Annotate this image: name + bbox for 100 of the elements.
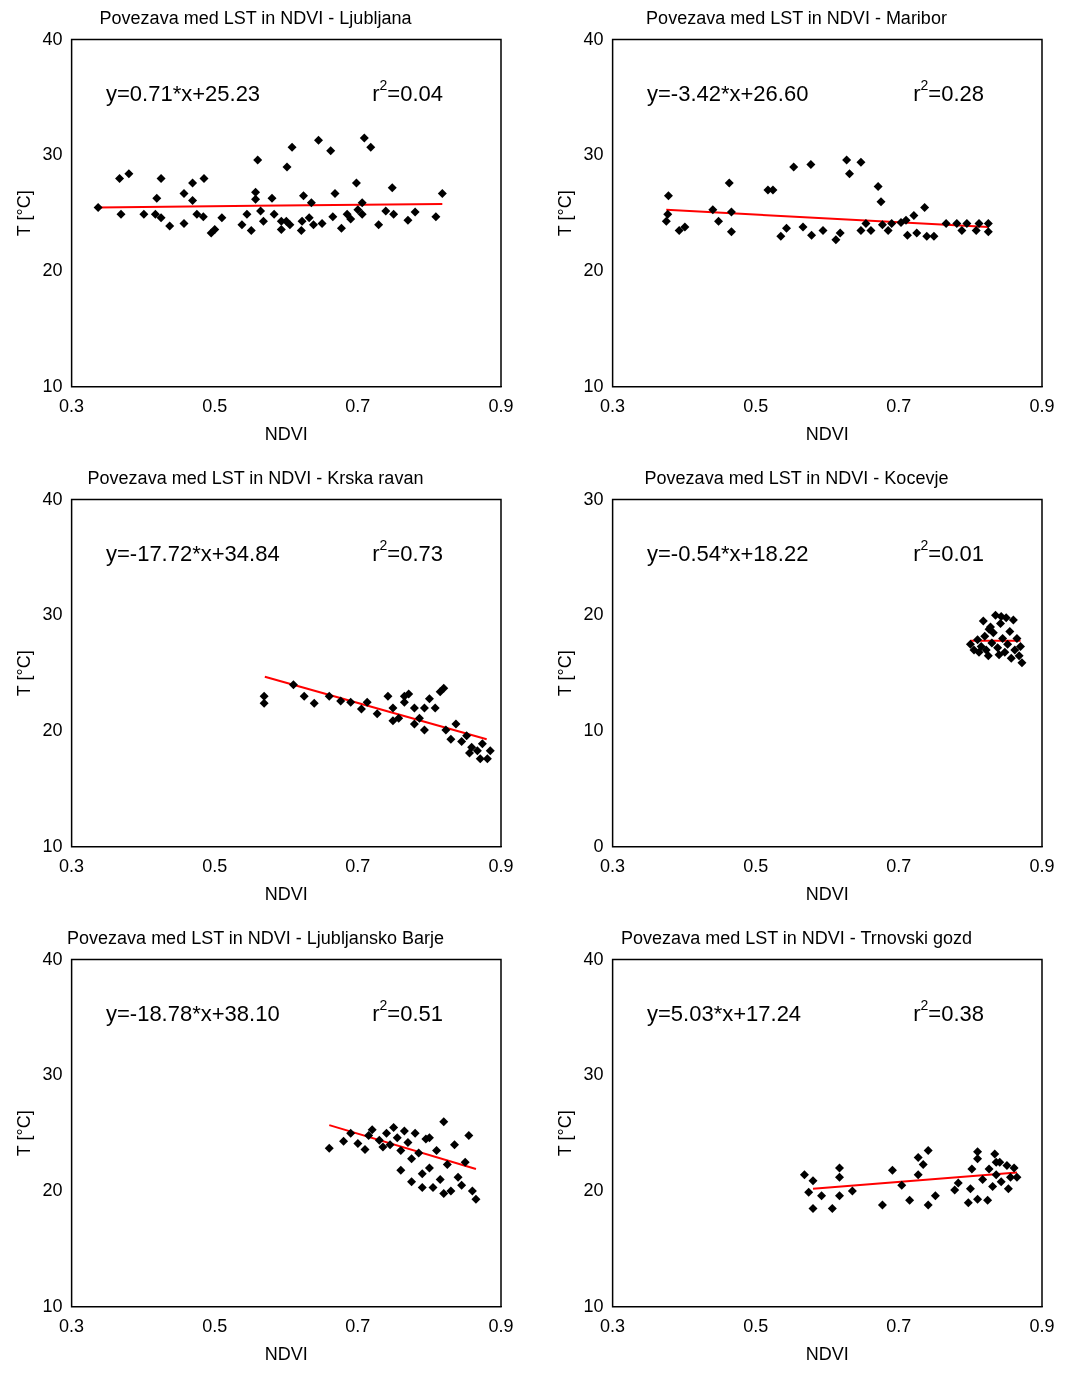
- chart-title: Povezava med LST in NDVI - Trnovski gozd: [621, 927, 972, 948]
- point: [299, 691, 309, 701]
- point: [339, 1136, 349, 1146]
- point: [382, 1128, 391, 1138]
- point: [439, 1117, 449, 1127]
- x-tick-label: 0.9: [1029, 395, 1055, 416]
- point: [360, 1144, 370, 1154]
- x-axis-title: NDVI: [264, 884, 308, 905]
- point: [417, 1183, 427, 1193]
- point: [962, 219, 972, 229]
- x-tick-label: 0.3: [600, 395, 626, 416]
- point: [902, 230, 912, 240]
- chart-title: Povezava med LST in NDVI - Kocevje: [644, 467, 949, 488]
- point: [464, 1131, 474, 1141]
- point: [1006, 653, 1016, 663]
- x-tick-label: 0.5: [743, 1315, 769, 1336]
- x-axis-title: NDVI: [805, 1344, 849, 1365]
- point: [394, 713, 404, 723]
- point: [923, 1146, 933, 1156]
- point: [952, 219, 962, 229]
- point: [471, 1194, 481, 1204]
- y-axis-title: T [°C]: [554, 190, 575, 237]
- x-tick-label: 0.3: [600, 1315, 626, 1336]
- point: [388, 716, 398, 726]
- x-tick-label: 0.7: [345, 395, 371, 416]
- point: [419, 703, 429, 713]
- y-tick-label: 0: [593, 835, 604, 856]
- point: [432, 1146, 442, 1156]
- point: [1016, 642, 1026, 652]
- point: [804, 1187, 814, 1197]
- point: [799, 1170, 809, 1180]
- point: [364, 1131, 374, 1141]
- point: [920, 202, 930, 212]
- point: [842, 155, 852, 165]
- point: [887, 1165, 897, 1175]
- point: [983, 219, 993, 229]
- point: [475, 754, 485, 764]
- point: [356, 704, 366, 714]
- point: [482, 754, 492, 764]
- point: [941, 219, 951, 229]
- x-tick-label: 0.7: [886, 1315, 912, 1336]
- point: [383, 691, 393, 701]
- point: [1014, 651, 1024, 661]
- point: [367, 1125, 377, 1135]
- point: [835, 228, 845, 238]
- point: [424, 694, 434, 704]
- annotation: y=-3.42*x+26.60: [646, 81, 809, 107]
- point: [998, 633, 1008, 643]
- point: [439, 1188, 449, 1198]
- point: [877, 1200, 887, 1210]
- point: [922, 231, 932, 241]
- point: [993, 643, 1003, 653]
- point: [967, 1164, 977, 1174]
- x-axis-title: NDVI: [264, 424, 308, 445]
- point: [442, 1159, 452, 1169]
- point: [1012, 633, 1022, 643]
- x-tick-label: 0.5: [743, 855, 769, 876]
- point: [1002, 1161, 1012, 1171]
- y-tick-label: 20: [583, 604, 604, 625]
- point: [389, 1122, 399, 1132]
- point: [407, 1154, 417, 1164]
- y-axis-title: T [°C]: [554, 650, 575, 697]
- y-tick-label: 20: [583, 260, 604, 281]
- point: [929, 231, 939, 241]
- y-tick-label: 30: [583, 1064, 604, 1085]
- point: [309, 698, 319, 708]
- x-tick-label: 0.9: [488, 395, 514, 416]
- point: [980, 631, 990, 641]
- point: [950, 1185, 960, 1195]
- y-tick-label: 10: [42, 375, 63, 396]
- point: [714, 216, 724, 226]
- point: [1009, 1163, 1019, 1173]
- point: [834, 1172, 844, 1182]
- x-tick-label: 0.5: [743, 395, 769, 416]
- point: [336, 696, 346, 706]
- point: [465, 748, 475, 758]
- point: [1017, 658, 1027, 668]
- x-tick-label: 0.7: [886, 395, 912, 416]
- point: [973, 1194, 983, 1204]
- annotation: y=-18.78*x+38.10: [105, 1001, 280, 1027]
- point: [905, 1195, 915, 1205]
- y-tick-label: 20: [42, 1180, 63, 1201]
- point: [259, 691, 269, 701]
- point: [392, 1133, 402, 1143]
- point: [978, 1174, 988, 1184]
- point: [419, 725, 429, 735]
- point: [912, 228, 922, 238]
- y-tick-label: 30: [583, 144, 604, 165]
- point: [987, 638, 997, 648]
- point: [806, 160, 816, 170]
- point: [439, 683, 449, 693]
- point: [930, 1191, 940, 1201]
- point: [708, 205, 718, 215]
- y-tick-label: 10: [583, 720, 604, 741]
- point: [873, 182, 883, 192]
- point: [983, 651, 993, 661]
- y-axis-title: T [°C]: [13, 1110, 34, 1157]
- point: [726, 227, 736, 237]
- point: [887, 219, 897, 229]
- x-tick-label: 0.3: [59, 1315, 85, 1336]
